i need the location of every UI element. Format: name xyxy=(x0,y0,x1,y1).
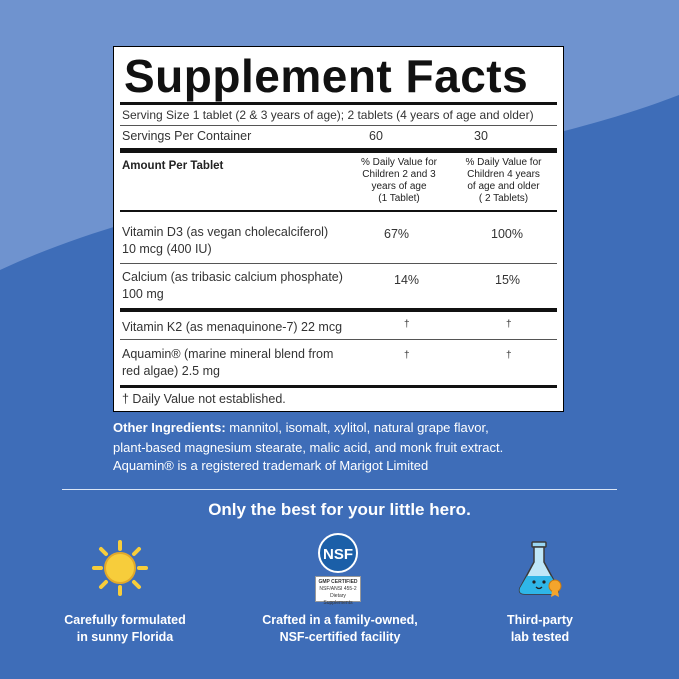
nutrient-dv2: † xyxy=(506,319,512,330)
tagline: Only the best for your little hero. xyxy=(208,500,471,519)
nutrient-name: Vitamin D3 (as vegan cholecalciferol) 10 … xyxy=(122,225,329,256)
section-divider xyxy=(62,489,617,490)
sun-icon xyxy=(92,540,148,596)
servings-col1: 60 xyxy=(369,129,383,143)
divider xyxy=(120,339,557,340)
nutrient-name: Aquamin® (marine mineral blend from red a… xyxy=(122,347,334,378)
divider xyxy=(120,125,557,126)
nutrient-name: Calcium (as tribasic calcium phosphate) 1… xyxy=(122,270,343,301)
panel-title: Supplement Facts xyxy=(124,50,529,102)
amount-header: Amount Per Tablet xyxy=(122,160,224,172)
divider xyxy=(120,263,557,264)
serving-size: Serving Size 1 tablet (2 & 3 years of ag… xyxy=(122,108,534,122)
thick-rule xyxy=(120,308,557,312)
nutrient-dv1: 14% xyxy=(394,273,420,287)
nsf-badge-icon: NSF GMP CERTIFIED NSF/ANSI 455-2 Dietary… xyxy=(310,533,366,606)
thick-rule xyxy=(120,385,557,388)
nutrient-dv2: 15% xyxy=(495,273,521,287)
feature-florida: Carefully formulated in sunny Florida xyxy=(64,613,186,644)
nutrient-dv1: † xyxy=(404,350,410,361)
supplement-facts-panel: Supplement Facts Serving Size 1 tablet (… xyxy=(113,46,564,412)
feature-lab: Third-party lab tested xyxy=(507,613,573,644)
header-rule xyxy=(120,210,557,212)
trademark-note: Aquamin® is a registered trademark of Ma… xyxy=(113,458,429,473)
nutrient-dv1: † xyxy=(404,319,410,330)
lab-flask-icon xyxy=(518,541,562,597)
thick-rule xyxy=(120,148,557,153)
nutrient-name: Vitamin K2 (as menaquinone-7) 22 mcg xyxy=(122,320,343,334)
other-ingredients: Other Ingredients: mannitol, isomalt, xy… xyxy=(113,420,504,455)
title-rule xyxy=(120,102,557,105)
nutrient-dv1: 67% xyxy=(384,227,410,241)
svg-text:NSF: NSF xyxy=(323,546,353,563)
nutrient-dv2: † xyxy=(506,350,512,361)
col2-header: % Daily Value for Children 4 years of age … xyxy=(465,157,542,204)
feature-nsf: Crafted in a family-owned, NSF-certified … xyxy=(262,613,418,644)
col1-header: % Daily Value for Children 2 and 3 years o… xyxy=(361,157,437,204)
footnote: † Daily Value not established. xyxy=(122,392,286,406)
servings-col2: 30 xyxy=(474,129,488,143)
nutrient-dv2: 100% xyxy=(491,227,523,241)
servings-label: Servings Per Container xyxy=(122,129,252,143)
